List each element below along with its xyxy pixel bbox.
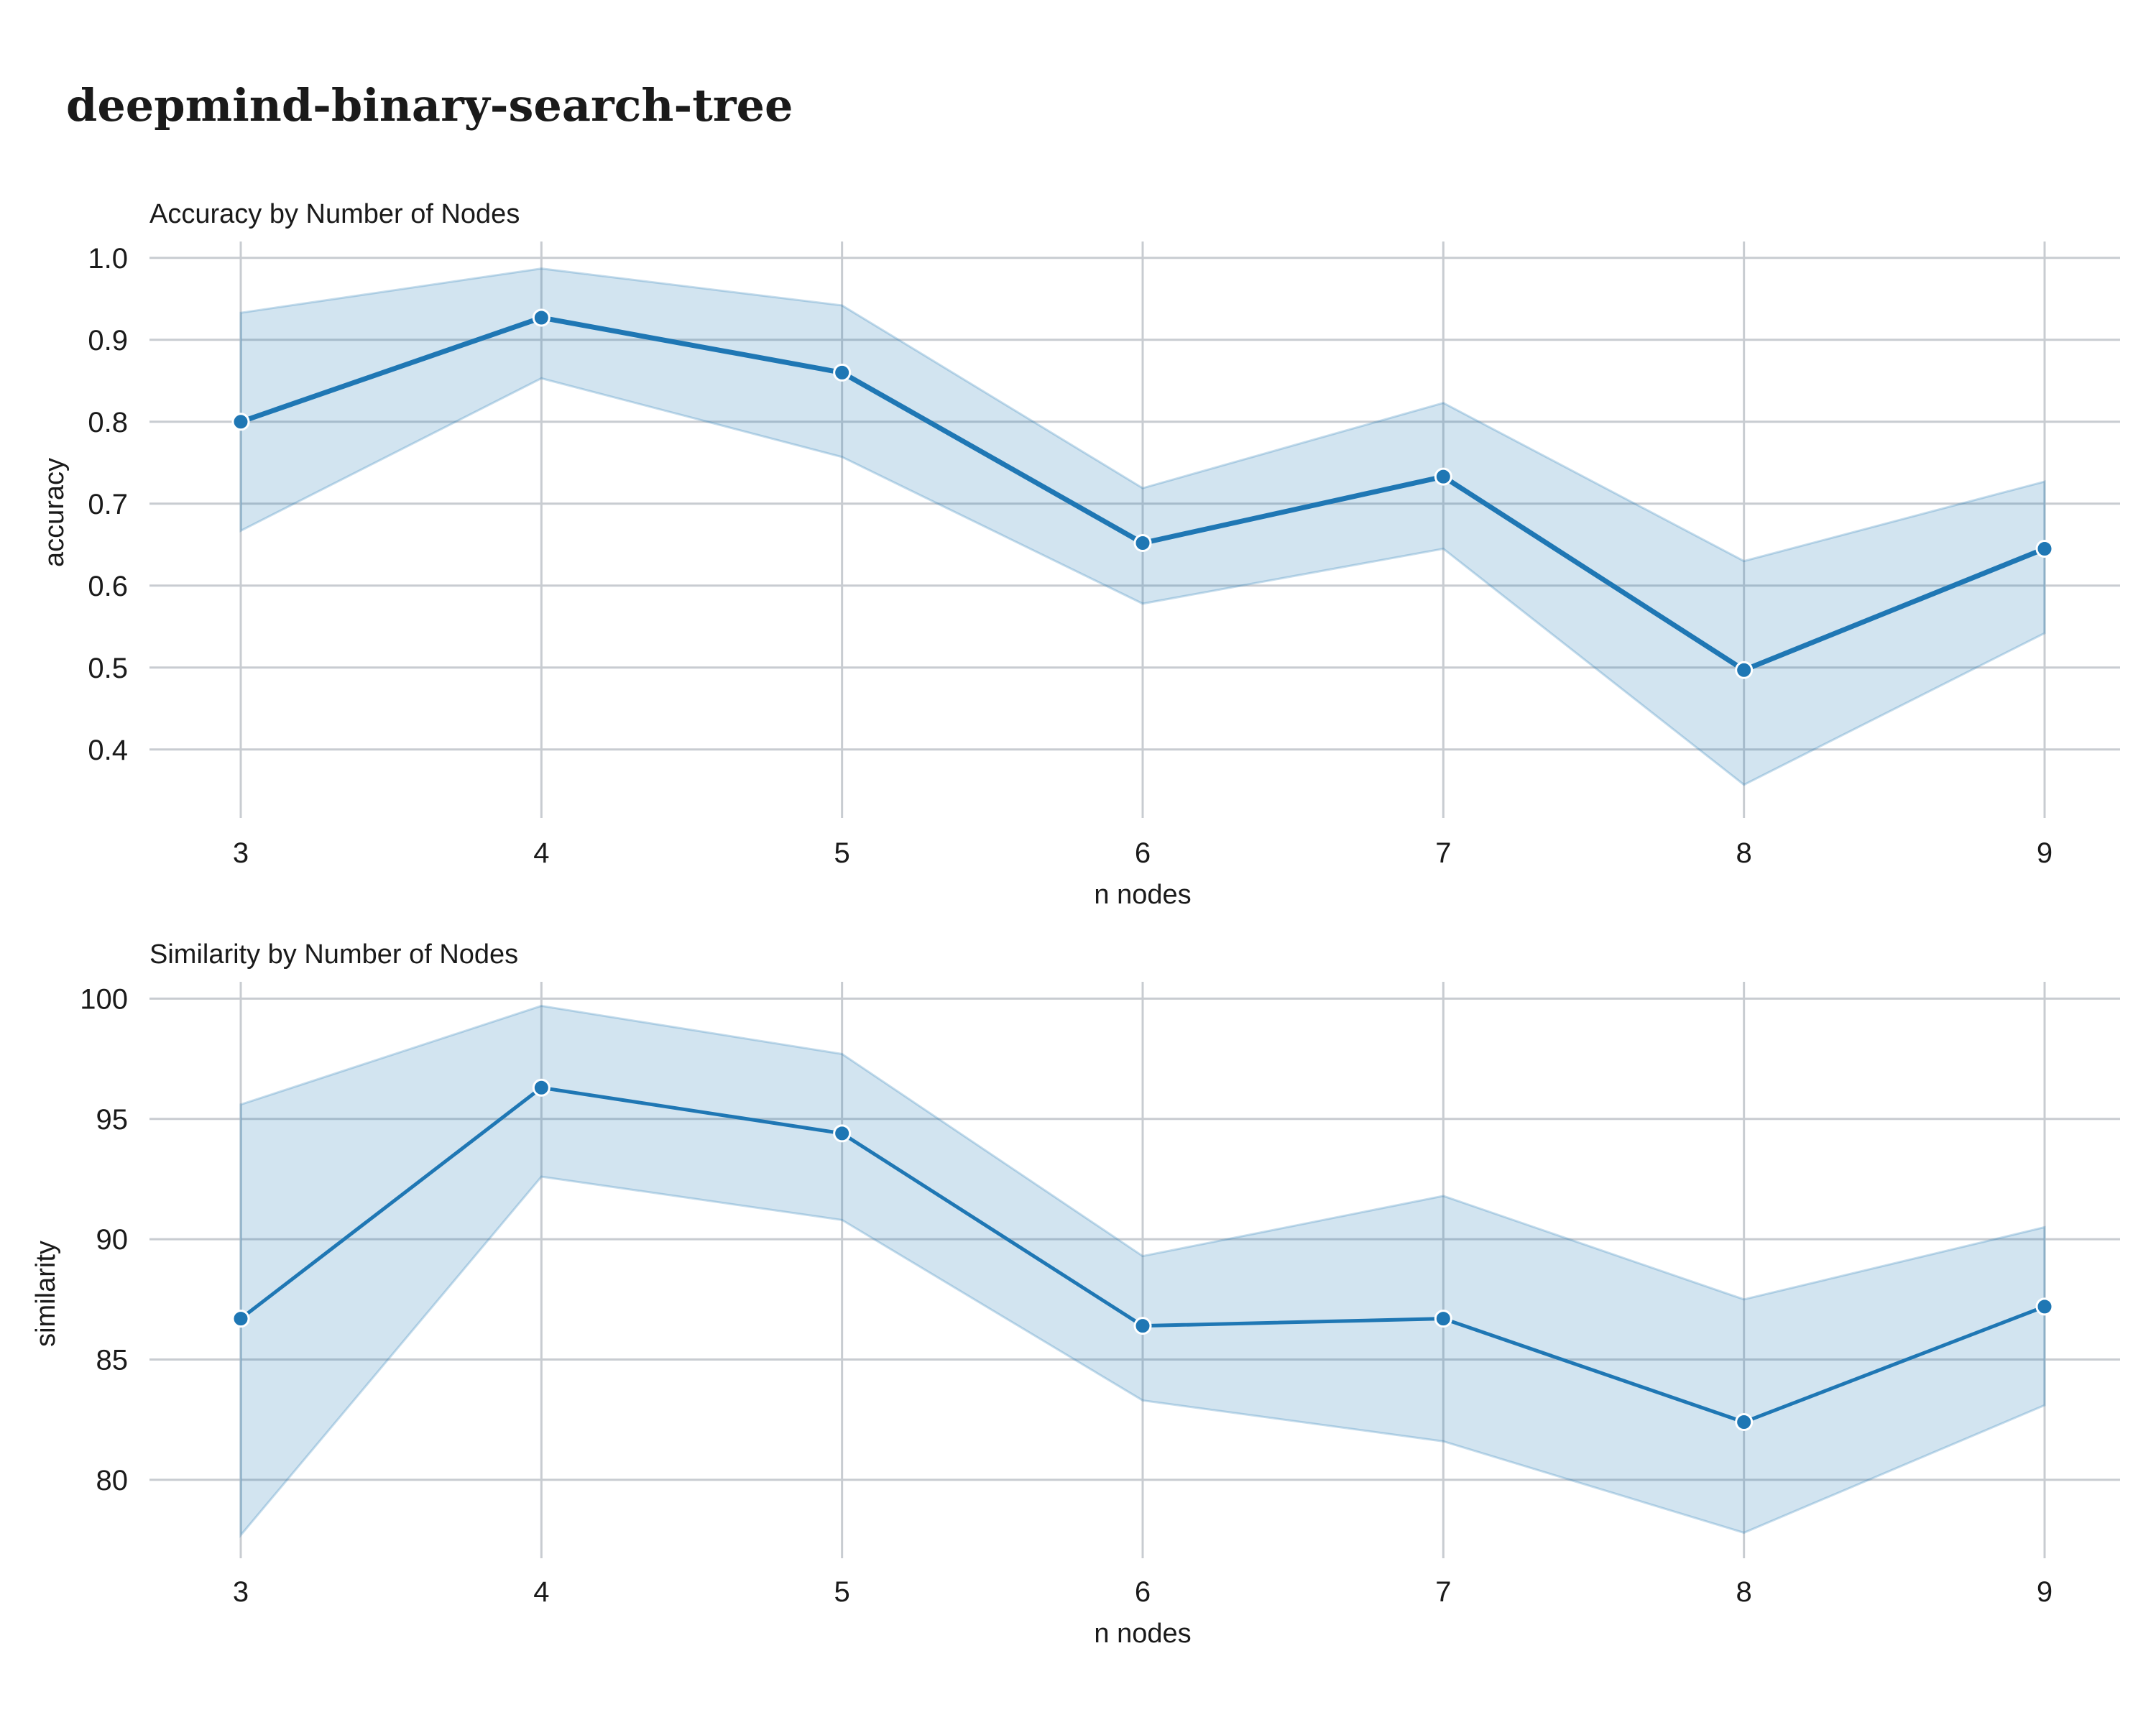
accuracy-x-tick-label: 8 [1736,837,1752,869]
accuracy-x-tick-label: 6 [1135,837,1151,869]
similarity-chart: 80 85 90 95 100 3 4 5 6 7 8 9 Similarity by Number… [31,939,2120,1649]
accuracy-y-tick-label: 0.6 [88,571,128,602]
similarity-y-axis-label: similarity [31,1241,61,1347]
accuracy-y-ticks: 0.4 0.5 0.6 0.7 0.8 0.9 1.0 [88,243,128,766]
accuracy-x-ticks: 3 4 5 6 7 8 9 [233,837,2053,869]
similarity-x-tick-label: 8 [1736,1576,1752,1608]
accuracy-data-point [1133,534,1152,553]
accuracy-x-tick-label: 3 [233,837,249,869]
accuracy-ci-band-group [239,267,2046,786]
accuracy-y-tick-label: 1.0 [88,243,128,275]
accuracy-points [231,308,2054,679]
accuracy-y-tick-label: 0.7 [88,489,128,520]
accuracy-data-point [231,413,250,431]
similarity-data-point [833,1124,852,1143]
similarity-y-tick-label: 90 [96,1224,129,1256]
similarity-ci-band [239,1004,2046,1538]
similarity-chart-title: Similarity by Number of Nodes [149,939,518,970]
similarity-x-tick-label: 6 [1135,1576,1151,1608]
accuracy-y-tick-label: 0.8 [88,407,128,438]
accuracy-y-tick-label: 0.9 [88,325,128,356]
accuracy-ci-band [239,267,2046,786]
accuracy-x-tick-label: 5 [834,837,850,869]
accuracy-data-point [532,308,550,327]
similarity-x-tick-label: 9 [2037,1576,2053,1608]
similarity-x-tick-label: 3 [233,1576,249,1608]
figure-title: deepmind-binary-search-tree [66,79,793,132]
accuracy-chart: 0.4 0.5 0.6 0.7 0.8 0.9 1.0 3 4 5 6 7 8 9 Accuracy b… [40,199,2120,910]
accuracy-y-tick-label: 0.5 [88,653,128,684]
similarity-x-tick-label: 7 [1435,1576,1451,1608]
accuracy-x-tick-label: 9 [2037,837,2053,869]
similarity-x-ticks: 3 4 5 6 7 8 9 [233,1576,2053,1608]
accuracy-y-axis-label: accuracy [40,458,70,567]
similarity-data-point [532,1078,550,1097]
accuracy-data-point [833,363,852,382]
similarity-points [231,1078,2054,1432]
similarity-data-point [231,1310,250,1328]
similarity-y-ticks: 80 85 90 95 100 [80,983,128,1496]
accuracy-chart-title: Accuracy by Number of Nodes [149,199,520,229]
similarity-y-tick-label: 100 [80,983,128,1015]
similarity-data-point [1735,1413,1754,1432]
accuracy-x-tick-label: 7 [1435,837,1451,869]
similarity-y-tick-label: 80 [96,1465,129,1496]
similarity-grid [149,982,2120,1558]
similarity-data-point [1434,1310,1452,1328]
accuracy-y-tick-label: 0.4 [88,735,128,766]
accuracy-data-point [1434,467,1452,486]
similarity-y-tick-label: 95 [96,1104,129,1136]
accuracy-data-point [2035,540,2054,558]
similarity-x-tick-label: 5 [834,1576,850,1608]
similarity-ci-band-group [239,1004,2046,1538]
similarity-x-axis-label: n nodes [1094,1619,1191,1649]
similarity-data-point [2035,1297,2054,1316]
accuracy-data-point [1735,661,1754,679]
similarity-y-tick-label: 85 [96,1345,129,1376]
accuracy-x-tick-label: 4 [533,837,549,869]
similarity-data-point [1133,1317,1152,1335]
accuracy-x-axis-label: n nodes [1094,880,1191,910]
similarity-x-tick-label: 4 [533,1576,549,1608]
